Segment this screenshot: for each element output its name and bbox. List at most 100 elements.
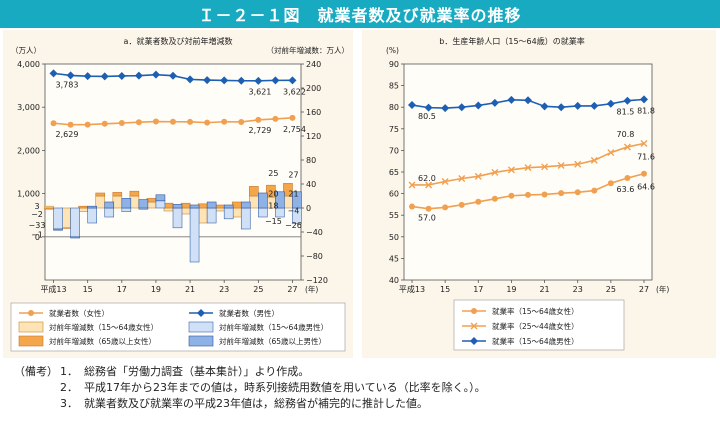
- bar-segment: [155, 194, 166, 202]
- data-label: 81.8: [637, 106, 655, 115]
- note-row-3: 3． 就業者数及び就業率の平成23年値は，総務省が補完的に推計した値。: [14, 396, 714, 412]
- note-text: 就業者数及び就業率の平成23年値は，総務省が補完的に推計した値。: [84, 397, 428, 410]
- legend-swatch: [18, 335, 44, 347]
- line-marker: [152, 118, 159, 125]
- y-axis-tick-label: 70: [389, 146, 399, 155]
- line-marker: [541, 163, 549, 171]
- legend-label: 就業率（25～44歳女性）: [492, 321, 579, 331]
- data-label: −15: [265, 217, 282, 226]
- data-label: 57.0: [418, 214, 436, 223]
- chart-a-right-unit: （対前年増減数：万人）: [267, 45, 350, 55]
- legend-label: 就業者数（男性）: [219, 308, 279, 318]
- line-marker: [458, 201, 465, 208]
- chart-b-unit: (%): [386, 46, 399, 55]
- right-axis-tick-label: 240: [306, 60, 321, 69]
- bar-segment: [283, 183, 293, 197]
- line-marker: [524, 164, 532, 172]
- chart-b-title: b．生産年齢人口（15～64歳）の就業率: [439, 36, 584, 46]
- line-marker: [408, 181, 416, 189]
- bar-segment: [78, 205, 88, 209]
- data-label: 25: [268, 169, 278, 178]
- legend-swatch: [18, 321, 44, 333]
- x-axis-year-suffix: (年): [656, 284, 669, 294]
- bar-segment: [53, 228, 63, 231]
- line-marker: [508, 192, 515, 199]
- line-marker: [151, 70, 160, 79]
- y-axis-tick-label: 60: [389, 190, 399, 199]
- line-marker: [135, 119, 142, 126]
- line-marker: [83, 72, 92, 81]
- data-label: 62.0: [418, 174, 436, 183]
- left-axis-tick-label: 0: [35, 233, 40, 242]
- bar-segment: [172, 204, 183, 209]
- x-axis-tick-label: 平成13: [399, 284, 425, 294]
- figure-title-bar: Ｉ－２－１図 就業者数及び就業率の推移: [0, 0, 720, 28]
- bar-segment: [95, 192, 106, 197]
- line-marker: [288, 76, 297, 85]
- bar-segment: [70, 236, 80, 239]
- bar-segment: [292, 191, 302, 209]
- bar-segment: [53, 207, 63, 230]
- note-number: 1．: [60, 365, 78, 378]
- bar-segment: [223, 207, 234, 220]
- data-label: −1: [31, 230, 43, 239]
- data-label: 70.8: [617, 130, 635, 139]
- line-marker: [475, 198, 482, 205]
- line-marker: [425, 181, 433, 189]
- x-axis-tick-label: 15: [83, 285, 93, 294]
- line-marker: [84, 121, 91, 128]
- panel-a: a．就業者数及び対前年増減数 （万人） （対前年増減数：万人） 4,000 3,000 2…: [3, 30, 353, 358]
- note-text: 平成17年から23年までの値は，時系列接続用数値を用いている（比率を除く。）。: [84, 381, 486, 394]
- line-marker: [474, 101, 483, 110]
- data-label: 2,629: [56, 130, 79, 139]
- x-axis-tick-label: 19: [151, 285, 161, 294]
- legend-swatch-marker: [471, 308, 477, 314]
- line-marker: [507, 95, 516, 104]
- y-axis-tick-label: 85: [389, 82, 399, 91]
- y-axis-tick-label: 80: [389, 103, 399, 112]
- line-marker: [255, 116, 262, 123]
- note-row-2: 2． 平成17年から23年までの値は，時系列接続用数値を用いている（比率を除く。…: [14, 380, 714, 396]
- line-marker: [441, 104, 450, 113]
- line-marker: [271, 76, 280, 85]
- x-axis-year-suffix: (年): [305, 284, 318, 294]
- legend-label: 対前年増減数（15～64歳男性）: [219, 322, 328, 332]
- line-marker: [408, 101, 416, 110]
- legend-label: 対前年増減数（15～64歳女性）: [49, 322, 158, 332]
- line-marker: [409, 203, 415, 210]
- data-label: −2: [31, 210, 43, 219]
- x-axis-tick-label: 17: [117, 285, 127, 294]
- line-marker: [490, 98, 499, 107]
- x-axis-tick-label: 平成13: [40, 284, 66, 294]
- bar-segment: [129, 195, 140, 209]
- bar-segment: [146, 201, 157, 209]
- line-marker: [221, 118, 228, 125]
- left-axis-tick-label: 2,000: [17, 146, 40, 155]
- line-marker: [640, 95, 648, 104]
- right-axis-tick-label: −80: [306, 252, 323, 261]
- bar-segment: [180, 202, 191, 209]
- chart-a-title: a．就業者数及び対前年増減数: [124, 36, 233, 46]
- x-axis-tick-label: 15: [440, 285, 450, 294]
- bar-segment: [70, 207, 80, 238]
- right-axis-tick-label: 200: [306, 84, 321, 93]
- line-marker: [491, 195, 498, 202]
- data-label: 2,754: [283, 125, 306, 134]
- x-axis-tick-label: 17: [473, 285, 483, 294]
- right-axis-tick-label: 80: [306, 156, 316, 165]
- data-label: 3,621: [248, 87, 271, 96]
- line-marker: [623, 143, 631, 151]
- legend-label: 就業率（15～64歳男性）: [492, 336, 579, 346]
- line-marker: [425, 205, 432, 212]
- data-label: −4: [288, 206, 300, 215]
- bar-segment: [189, 204, 200, 209]
- x-axis-tick-label: 23: [219, 285, 229, 294]
- line-marker: [203, 76, 212, 85]
- x-axis-tick-label: 25: [253, 285, 263, 294]
- chart-b: b．生産年齢人口（15～64歳）の就業率 (%) 90 85 80 75 70 65 60 55 5…: [386, 36, 669, 351]
- data-label: 18: [268, 202, 278, 211]
- bar-segment: [138, 199, 149, 209]
- left-axis-tick-label: 1,000: [17, 190, 40, 199]
- legend-swatch-marker: [197, 309, 205, 317]
- panel-b: b．生産年齢人口（15～64歳）の就業率 (%) 90 85 80 75 70 65 60 55 5…: [362, 30, 716, 358]
